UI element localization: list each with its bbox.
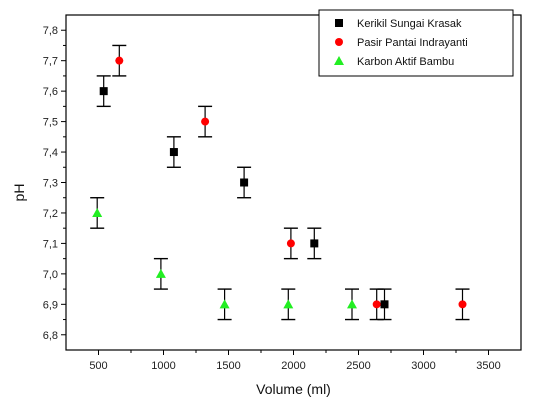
- data-point: [99, 87, 108, 96]
- legend-item: Karbon Aktif Bambu: [334, 56, 454, 68]
- y-tick-label: 7,5: [43, 117, 58, 129]
- y-tick-label: 7,6: [43, 86, 58, 98]
- series-2: [112, 44, 470, 321]
- series-1: [96, 75, 392, 321]
- x-axis: 500 1000 1500 2000 2500 3000 3500: [89, 350, 501, 372]
- legend-item: Kerikil Sungai Krasak: [335, 18, 462, 30]
- y-axis-title: pH: [11, 184, 27, 202]
- legend-item: Pasir Pantai Indrayanti: [335, 37, 468, 49]
- data-point: [240, 178, 249, 187]
- y-tick-label: 7,2: [43, 208, 58, 220]
- legend-label: Kerikil Sungai Krasak: [357, 18, 462, 30]
- data-point: [310, 239, 319, 248]
- legend-marker: [335, 38, 343, 46]
- x-tick-label: 1500: [216, 360, 240, 372]
- data-point: [372, 300, 381, 309]
- legend-label: Pasir Pantai Indrayanti: [357, 37, 468, 49]
- y-tick-label: 7,0: [43, 269, 58, 281]
- x-tick-label: 500: [89, 360, 107, 372]
- y-tick-label: 6,9: [43, 299, 58, 311]
- y-tick-label: 7,1: [43, 238, 58, 250]
- legend-box: [318, 9, 514, 77]
- data-point: [347, 299, 357, 309]
- x-tick-label: 3000: [411, 360, 435, 372]
- legend: Kerikil Sungai Krasak Pasir Pantai Indray…: [318, 9, 514, 77]
- data-point: [380, 300, 389, 309]
- data-point: [115, 56, 124, 65]
- data-marks: [90, 44, 470, 321]
- data-point: [169, 148, 178, 157]
- y-tick-label: 7,7: [43, 56, 58, 68]
- x-axis-title: Volume (ml): [256, 381, 331, 397]
- x-tick-label: 2000: [281, 360, 305, 372]
- series-3: [90, 197, 359, 321]
- y-tick-label: 6,8: [43, 330, 58, 342]
- data-point: [201, 117, 210, 126]
- y-tick-label: 7,8: [43, 25, 58, 37]
- x-tick-label: 3500: [476, 360, 500, 372]
- data-point: [219, 299, 230, 309]
- x-tick-label: 1000: [151, 360, 175, 372]
- legend-label: Karbon Aktif Bambu: [357, 56, 454, 68]
- data-point: [92, 207, 103, 217]
- legend-marker: [334, 56, 344, 65]
- legend-marker: [335, 19, 343, 27]
- data-point: [458, 300, 467, 309]
- x-tick-label: 2500: [346, 360, 370, 372]
- data-point: [283, 299, 294, 309]
- y-tick-label: 7,3: [43, 178, 58, 190]
- y-axis: 6,8 6,9 7,0 7,1 7,2 7,3 7,4 7,5 7,6 7,7 7,8: [43, 25, 66, 342]
- data-point: [286, 239, 295, 248]
- data-point: [155, 268, 166, 278]
- y-tick-label: 7,4: [43, 147, 58, 159]
